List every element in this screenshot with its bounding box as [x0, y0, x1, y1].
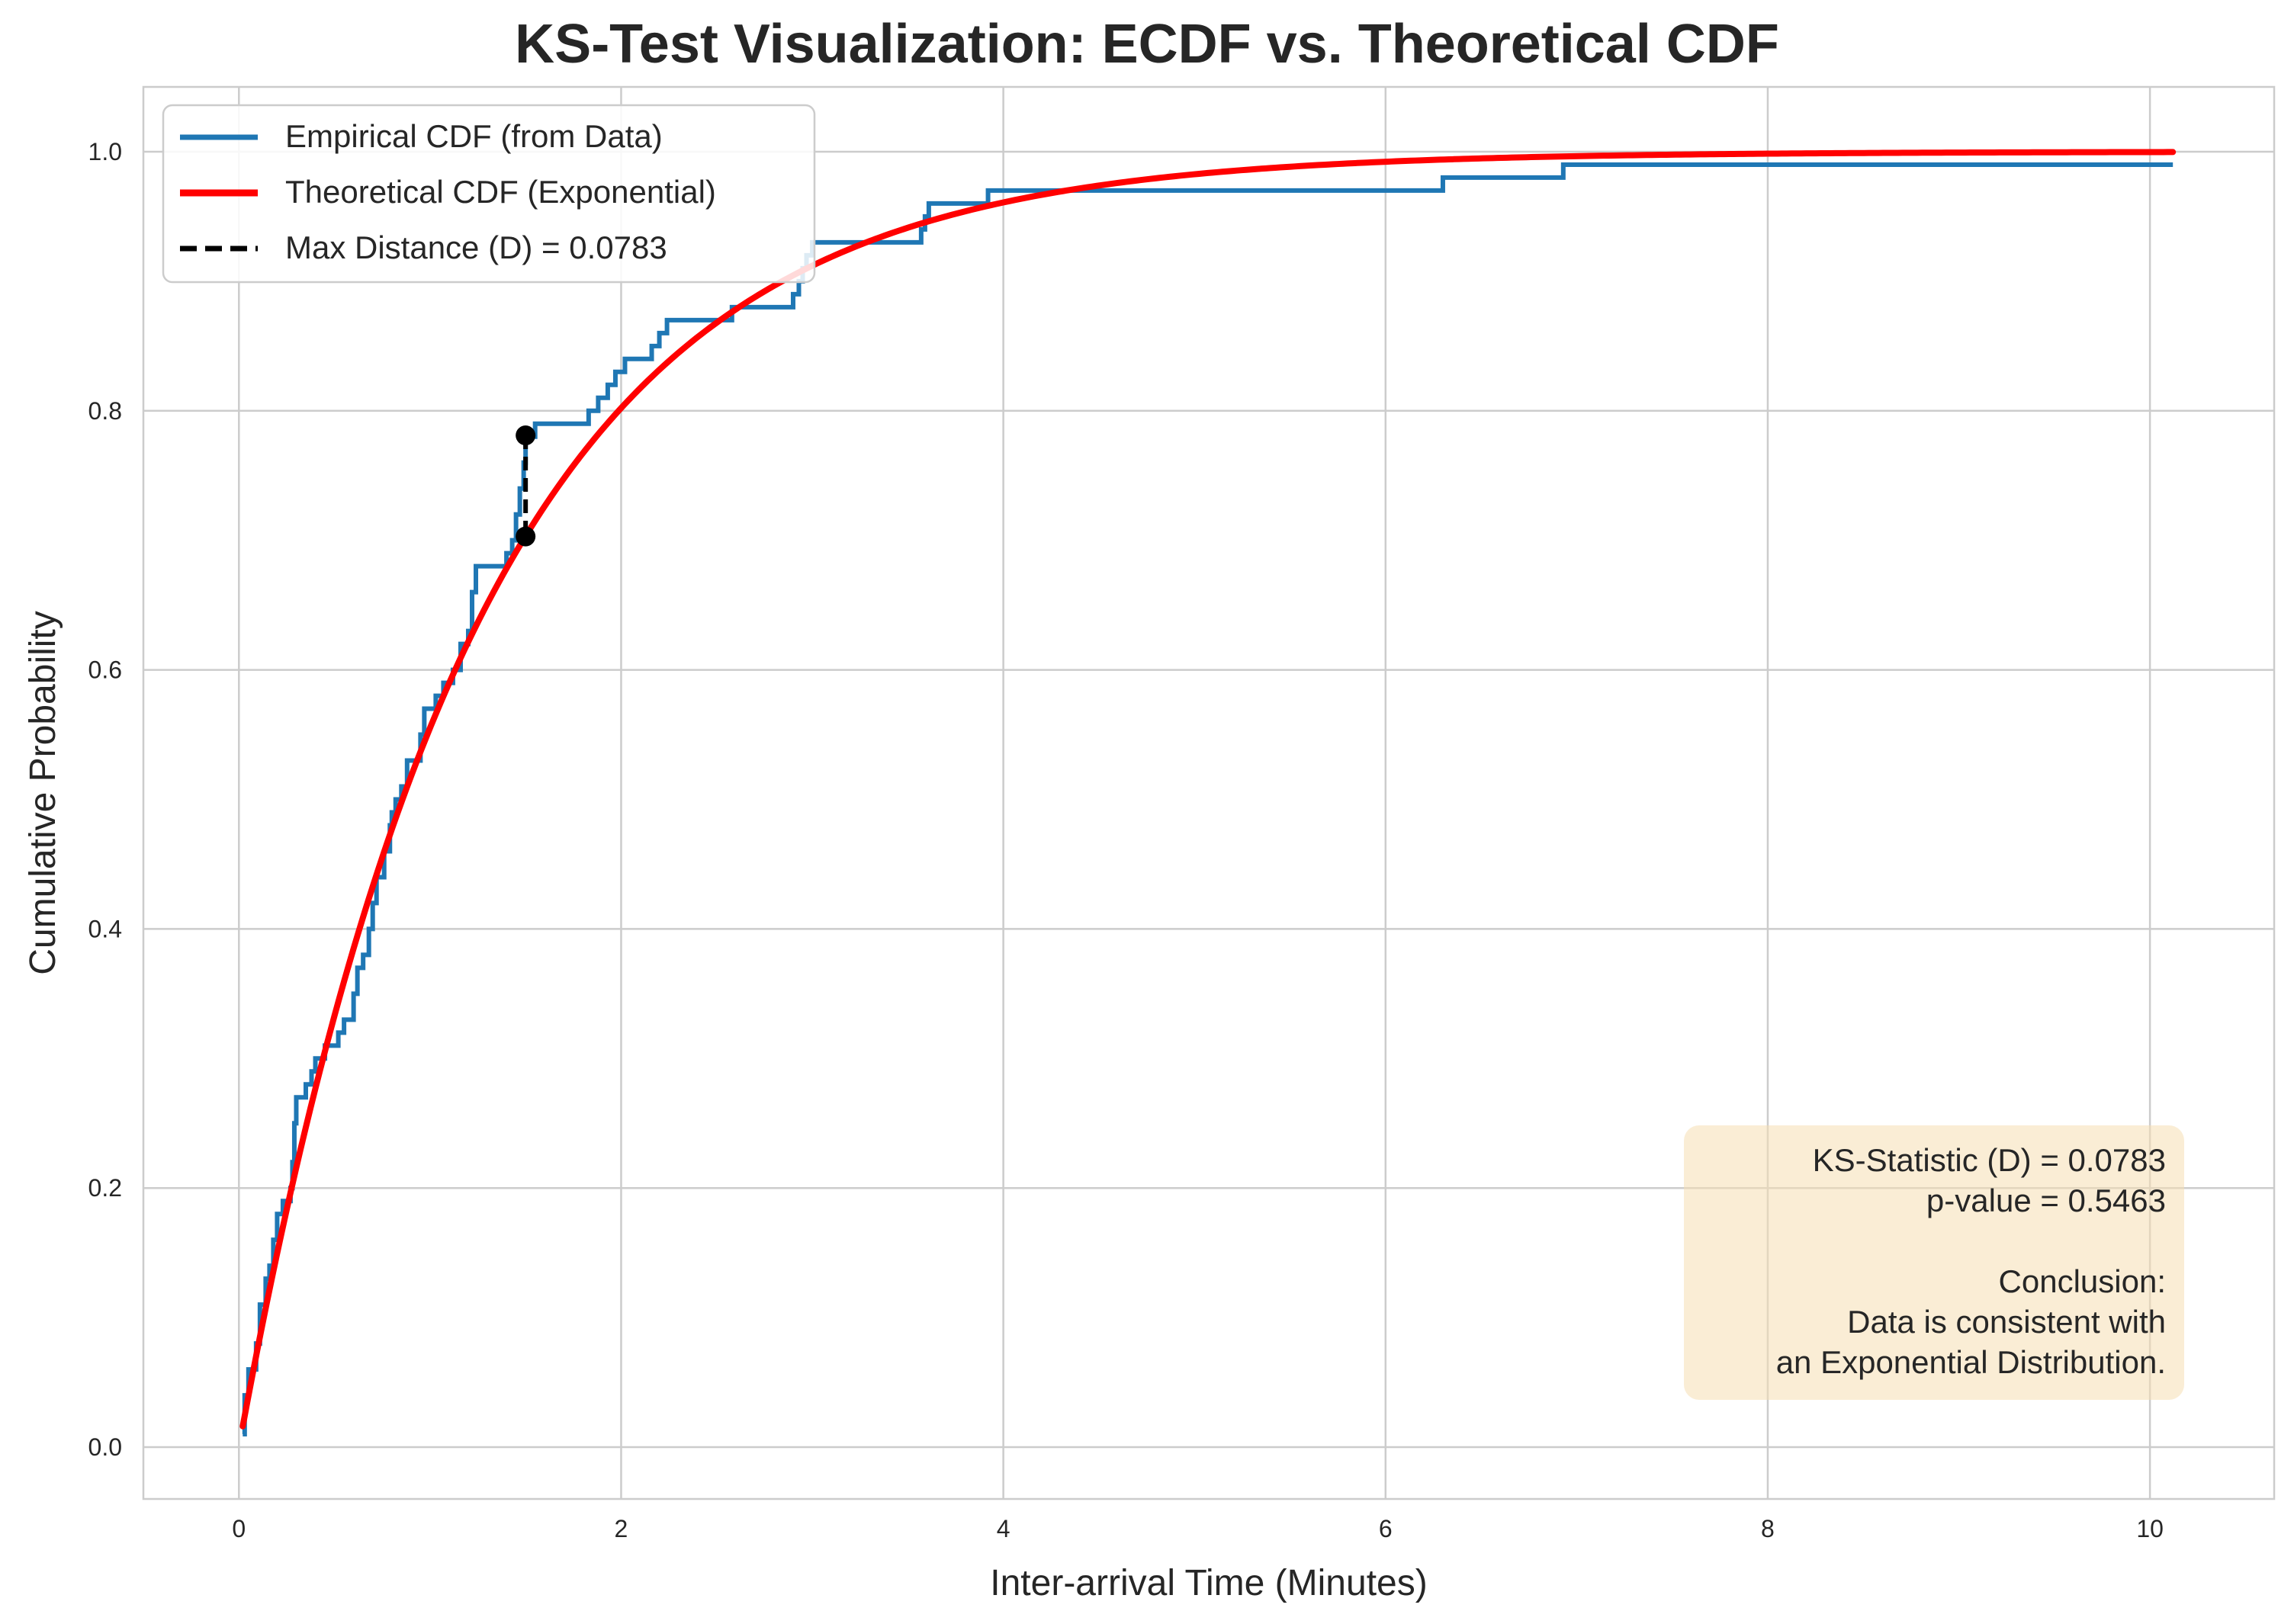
legend: Empirical CDF (from Data) Theoretical CD… [162, 104, 816, 284]
legend-box [162, 104, 816, 284]
x-tick-label: 10 [2136, 1515, 2164, 1542]
theoretical-cdf-line [239, 149, 2177, 1430]
chart-title: KS-Test Visualization: ECDF vs. Theoreti… [515, 14, 1779, 75]
x-tick-label: 8 [1761, 1515, 1775, 1542]
ecdf-step-line [242, 162, 2174, 1437]
x-tick-label: 2 [615, 1515, 628, 1542]
y-tick-label: 0.2 [88, 1174, 122, 1202]
p-value-text: p-value = 0.5463 [1926, 1183, 2166, 1218]
y-tick-label: 0.8 [88, 397, 122, 425]
legend-ecdf-label: Empirical CDF (from Data) [285, 118, 663, 154]
x-tick-label: 6 [1379, 1515, 1393, 1542]
conclusion-heading: Conclusion: [1999, 1263, 2166, 1299]
conclusion-line-1: Data is consistent with [1847, 1304, 2166, 1340]
x-axis-label: Inter-arrival Time (Minutes) [990, 1563, 1427, 1603]
ks-statistic-text: KS-Statistic (D) = 0.0783 [1813, 1142, 2166, 1178]
y-tick-label: 0.4 [88, 915, 122, 942]
tick-labels: 0 2 4 6 8 10 0.0 0.2 0.4 0.6 0.8 1.0 [88, 138, 2164, 1542]
legend-theoretical-label: Theoretical CDF (Exponential) [285, 174, 716, 210]
ks-result-box: KS-Statistic (D) = 0.0783 p-value = 0.54… [1684, 1125, 2184, 1400]
ks-result-background [1684, 1125, 2184, 1400]
series-layer [239, 149, 2177, 1437]
y-axis-label: Cumulative Probability [23, 611, 63, 975]
y-tick-label: 0.0 [88, 1433, 122, 1461]
legend-max-distance-label: Max Distance (D) = 0.0783 [285, 229, 667, 265]
y-tick-label: 1.0 [88, 138, 122, 165]
x-tick-label: 4 [997, 1515, 1010, 1542]
x-tick-label: 0 [232, 1515, 246, 1542]
max-distance-ecdf-point [516, 425, 536, 446]
max-distance-theoretical-point [516, 526, 536, 547]
conclusion-line-2: an Exponential Distribution. [1776, 1344, 2166, 1380]
y-tick-label: 0.6 [88, 656, 122, 684]
